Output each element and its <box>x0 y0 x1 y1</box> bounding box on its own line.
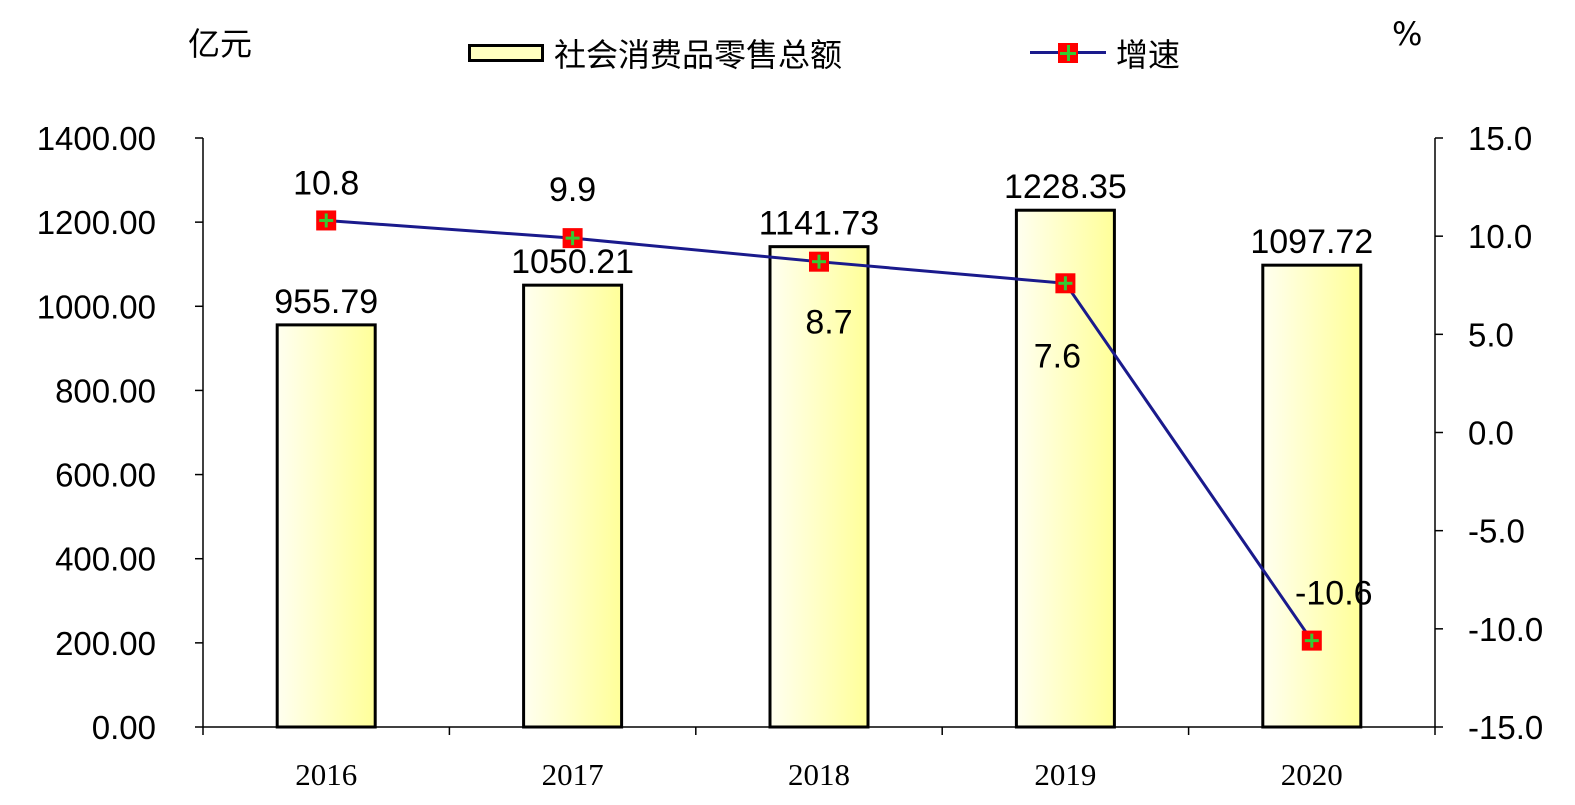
line-point <box>809 251 829 272</box>
bar-data-label: 955.79 <box>274 283 378 321</box>
right-axis-tick-label: -5.0 <box>1468 513 1525 550</box>
legend-bar-series: 社会消费品零售总额 <box>468 30 842 76</box>
bar-data-label: 1050.21 <box>511 243 634 281</box>
left-axis-tick-label: 1400.00 <box>37 120 156 157</box>
right-axis-tick-label: -15.0 <box>1468 709 1543 746</box>
left-axis-tick-label: 0.00 <box>92 709 156 746</box>
left-axis-tick-label: 1200.00 <box>37 204 156 241</box>
bar-data-label: 1097.72 <box>1250 223 1373 261</box>
line-point <box>316 210 337 231</box>
right-axis-tick-label: 5.0 <box>1468 316 1514 353</box>
bar <box>275 323 377 729</box>
x-axis-tick-label: 2016 <box>295 757 357 792</box>
legend-bar-swatch <box>468 44 544 62</box>
legend-bar-label: 社会消费品零售总额 <box>554 36 843 74</box>
legend-line-swatch <box>1030 40 1106 66</box>
bar <box>768 245 870 729</box>
bar <box>1014 208 1116 729</box>
bar-data-label: 1141.73 <box>759 205 879 243</box>
x-axis-tick-label: 2019 <box>1034 757 1096 792</box>
line-data-label: -10.6 <box>1295 575 1373 613</box>
x-axis-tick-label: 2017 <box>542 757 604 792</box>
right-axis-tick-label: -10.0 <box>1468 611 1543 648</box>
left-axis-tick-label: 600.00 <box>55 457 156 494</box>
line-point <box>1055 273 1076 294</box>
right-axis-tick-label: 15.0 <box>1468 120 1532 157</box>
line-data-label: 7.6 <box>1034 337 1081 375</box>
line-point <box>562 228 583 249</box>
x-axis-tick-label: 2018 <box>788 757 850 792</box>
right-axis-unit: % <box>1392 15 1423 53</box>
x-axis-tick-label: 2020 <box>1281 757 1343 792</box>
bar <box>1261 263 1363 729</box>
line-data-label: 8.7 <box>805 304 852 342</box>
left-axis-tick-label: 400.00 <box>55 541 156 578</box>
right-axis-tick-label: 0.0 <box>1468 415 1514 452</box>
legend-line-series: 增速 <box>1030 30 1180 76</box>
bar <box>522 283 624 729</box>
left-axis-tick-label: 1000.00 <box>37 288 156 325</box>
left-axis-unit: 亿元 <box>188 25 253 63</box>
line-data-label: 9.9 <box>549 171 596 209</box>
line-data-label: 10.8 <box>293 164 359 202</box>
bar-data-label: 1228.35 <box>1004 168 1127 206</box>
left-axis-tick-label: 800.00 <box>55 372 156 409</box>
line-point <box>1301 630 1322 651</box>
left-axis-tick-label: 200.00 <box>55 625 156 662</box>
right-axis-tick-label: 10.0 <box>1468 218 1532 255</box>
legend-line-label: 增速 <box>1116 36 1181 74</box>
